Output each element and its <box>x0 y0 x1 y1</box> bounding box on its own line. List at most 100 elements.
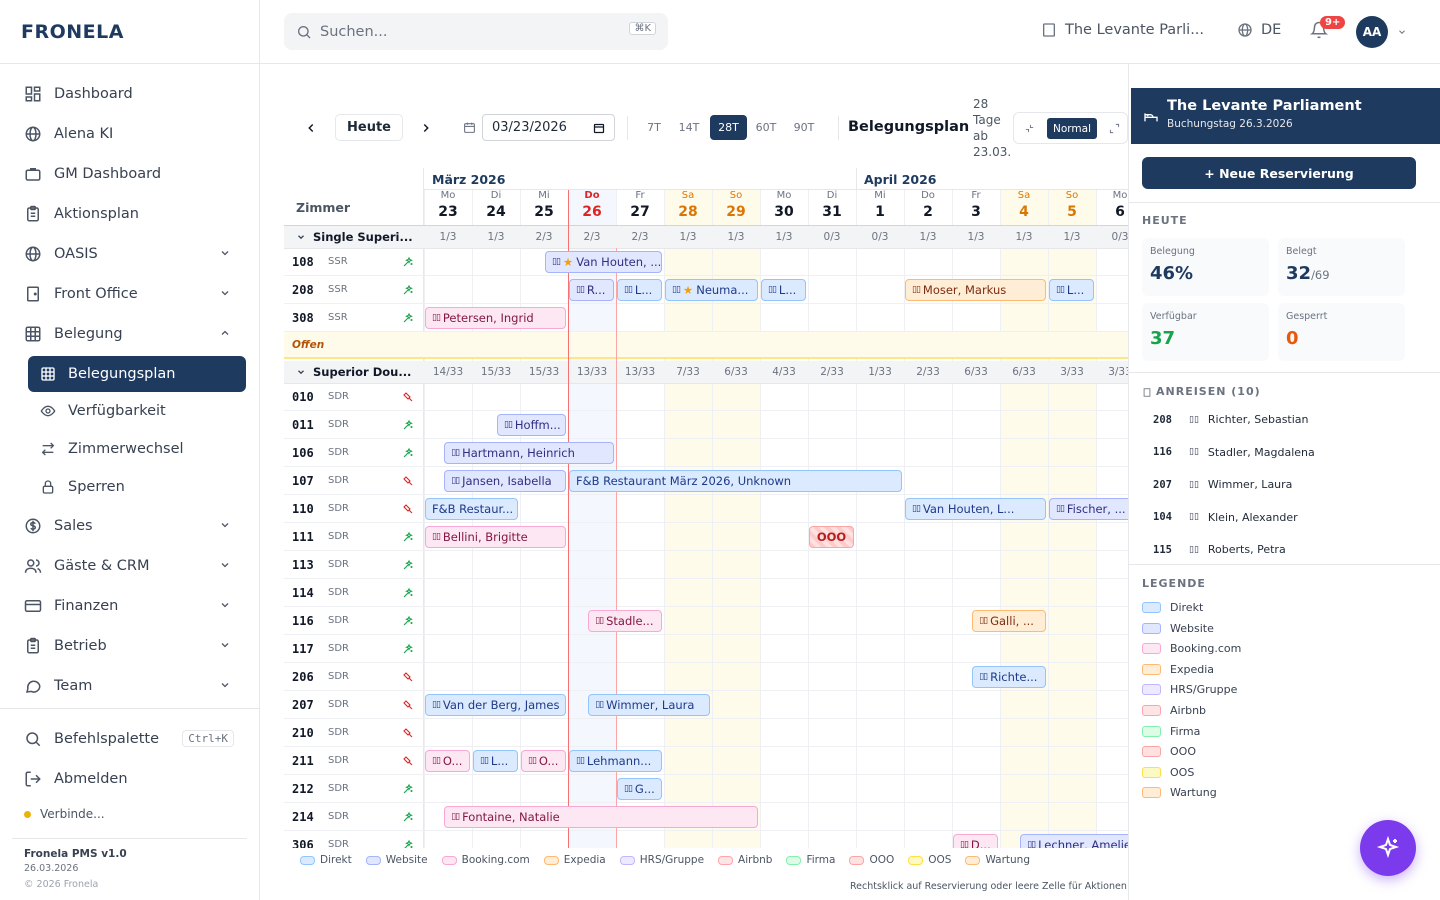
reservation-bar[interactable]: ▯▯ L... <box>473 750 518 772</box>
reservation-bar[interactable]: F&B Restaur... <box>425 498 518 520</box>
reservation-bar[interactable]: ▯▯ ★ Neuma... <box>665 279 758 301</box>
clean-status-icon[interactable] <box>402 284 414 300</box>
sidebar-item-belegung[interactable]: Belegung <box>0 314 259 354</box>
search-input[interactable]: Suchen... ⌘K <box>284 13 668 50</box>
reservation-bar[interactable]: ▯▯ Van Houten, L... <box>905 498 1046 520</box>
clean-status-icon[interactable] <box>402 811 414 827</box>
logout-button[interactable]: Abmelden <box>0 759 259 799</box>
reservation-bar[interactable]: ▯▯ G... <box>617 778 662 800</box>
reservation-bar[interactable]: ▯▯ Fontaine, Natalie <box>444 806 758 828</box>
density-normal-button[interactable]: Normal <box>1047 118 1097 139</box>
next-button[interactable] <box>416 118 436 138</box>
arrival-item[interactable]: 208 ▯▯ Richter, Sebastian <box>1153 413 1309 426</box>
sidebar-item-sales[interactable]: Sales <box>0 506 259 546</box>
sidebar-item-gm-dashboard[interactable]: GM Dashboard <box>0 154 259 194</box>
reservation-bar[interactable]: ▯▯ Jansen, Isabella <box>444 470 566 492</box>
reservation-bar[interactable]: ▯▯ Bellini, Brigitte <box>425 526 566 548</box>
reservation-bar[interactable]: ▯▯ Stadle... <box>588 610 662 632</box>
sidebar-item-front-office[interactable]: Front Office <box>0 274 259 314</box>
dirty-status-icon[interactable] <box>402 755 414 771</box>
date-input[interactable]: 03/23/2026 <box>482 114 615 141</box>
reservation-bar[interactable]: ▯▯ Fischer, ... <box>1049 498 1128 520</box>
legend-item: Airbnb <box>718 854 772 866</box>
sidebar-item-betrieb[interactable]: Betrieb <box>0 626 259 666</box>
dirty-status-icon[interactable] <box>402 475 414 491</box>
reservation-bar[interactable]: ▯▯ Petersen, Ingrid <box>425 307 566 329</box>
sidebar-item-oasis[interactable]: OASIS <box>0 234 259 274</box>
reservation-bar[interactable]: F&B Restaurant März 2026, Unknown <box>569 470 902 492</box>
expand-icon[interactable] <box>1109 123 1120 134</box>
sidebar-item-alena-ki[interactable]: Alena KI <box>0 114 259 154</box>
room-column-header: Zimmer <box>296 200 351 215</box>
reservation-bar[interactable]: ▯▯ Wimmer, Laura <box>588 694 710 716</box>
reservation-bar[interactable]: ▯▯ Hartmann, Heinrich <box>444 442 614 464</box>
reservation-bar[interactable]: ▯▯ Lechner, Amelie <box>1020 834 1128 848</box>
reservation-bar[interactable]: ▯▯ O... <box>521 750 566 772</box>
reservation-bar[interactable]: ▯▯ L... <box>761 279 806 301</box>
clean-status-icon[interactable] <box>402 447 414 463</box>
reservation-bar[interactable]: ▯▯ O... <box>425 750 470 772</box>
arrival-item[interactable]: 104 ▯▯ Klein, Alexander <box>1153 511 1298 524</box>
clean-status-icon[interactable] <box>402 559 414 575</box>
app-logo[interactable]: FRONELA <box>0 0 259 64</box>
arrival-item[interactable]: 116 ▯▯ Stadler, Magdalena <box>1153 446 1315 459</box>
clean-status-icon[interactable] <box>402 419 414 435</box>
sidebar-item-finanzen[interactable]: Finanzen <box>0 586 259 626</box>
sidebar-item-zimmerwechsel[interactable]: Zimmerwechsel <box>0 430 259 468</box>
sidebar-item-aktionsplan[interactable]: Aktionsplan <box>0 194 259 234</box>
clean-status-icon[interactable] <box>402 839 414 848</box>
sidebar-item-team[interactable]: Team <box>0 666 259 706</box>
clean-status-icon[interactable] <box>402 643 414 659</box>
clean-status-icon[interactable] <box>402 615 414 631</box>
clean-status-icon[interactable] <box>402 312 414 328</box>
clean-status-icon[interactable] <box>402 783 414 799</box>
arrival-item[interactable]: 207 ▯▯ Wimmer, Laura <box>1153 478 1292 491</box>
reservation-bar[interactable]: ▯▯ L... <box>617 279 662 301</box>
reservation-bar[interactable]: ▯▯ Galli, ... <box>972 610 1046 632</box>
clean-status-icon[interactable] <box>402 531 414 547</box>
prev-button[interactable] <box>304 118 318 138</box>
dirty-status-icon[interactable] <box>402 727 414 743</box>
reservation-bar[interactable]: OOO <box>809 526 854 548</box>
reservation-bar[interactable]: ▯▯ L... <box>1049 279 1094 301</box>
dirty-status-icon[interactable] <box>402 391 414 407</box>
arrival-item[interactable]: 115 ▯▯ Roberts, Petra <box>1153 543 1286 554</box>
command-palette-button[interactable]: Befehlspalette Ctrl+K <box>0 719 259 759</box>
range-tab-7t[interactable]: 7T <box>647 121 661 134</box>
reservation-bar[interactable]: ▯▯ Van der Berg, James <box>425 694 566 716</box>
clean-status-icon[interactable] <box>402 587 414 603</box>
range-tab-60t[interactable]: 60T <box>755 121 777 134</box>
dirty-status-icon[interactable] <box>402 671 414 687</box>
sidebar-item-verf-gbarkeit[interactable]: Verfügbarkeit <box>0 392 259 430</box>
dirty-status-icon[interactable] <box>402 503 414 519</box>
compact-icon[interactable] <box>1024 123 1035 134</box>
reservation-bar[interactable]: ▯▯ Moser, Markus <box>905 279 1046 301</box>
notifications-button[interactable]: 9+ <box>1309 16 1346 44</box>
reservation-bar[interactable]: ▯▯ Richte... <box>972 666 1046 688</box>
ai-assistant-button[interactable] <box>1360 820 1416 876</box>
sidebar-item-belegungsplan[interactable]: Belegungsplan <box>28 356 246 392</box>
avatar[interactable]: AA <box>1356 16 1388 48</box>
reservation-bar[interactable]: ▯▯ Lehmann... <box>569 750 662 772</box>
dirty-status-icon[interactable] <box>402 699 414 715</box>
range-tab-90t[interactable]: 90T <box>793 121 815 134</box>
language-selector[interactable]: DE <box>1237 22 1281 38</box>
reservation-bar[interactable]: ▯▯ Hoffm... <box>497 414 566 436</box>
clean-status-icon[interactable] <box>402 256 414 272</box>
today-button[interactable]: Heute <box>335 114 403 141</box>
reservation-bar[interactable]: ▯▯ D... <box>953 834 998 848</box>
new-reservation-button[interactable]: + Neue Reservierung <box>1142 157 1416 189</box>
sidebar-item-sperren[interactable]: Sperren <box>0 468 259 506</box>
reservation-bar[interactable]: ▯▯ ★ Van Houten, ... <box>545 251 662 273</box>
sidebar-item-g-ste-crm[interactable]: Gäste & CRM <box>0 546 259 586</box>
range-tab-28t[interactable]: 28T <box>710 115 747 140</box>
sidebar-item-dashboard[interactable]: Dashboard <box>0 74 259 114</box>
hotel-selector[interactable]: The Levante Parli... <box>1041 22 1204 38</box>
chevron-down-icon[interactable] <box>296 366 306 381</box>
rowline <box>284 774 1128 775</box>
reservation-bar[interactable]: ▯▯ R... <box>569 279 614 301</box>
chevron-down-icon[interactable] <box>1397 27 1407 37</box>
range-tab-14t[interactable]: 14T <box>678 121 700 134</box>
room-number: 110 <box>292 502 314 516</box>
chevron-down-icon[interactable] <box>296 231 306 246</box>
